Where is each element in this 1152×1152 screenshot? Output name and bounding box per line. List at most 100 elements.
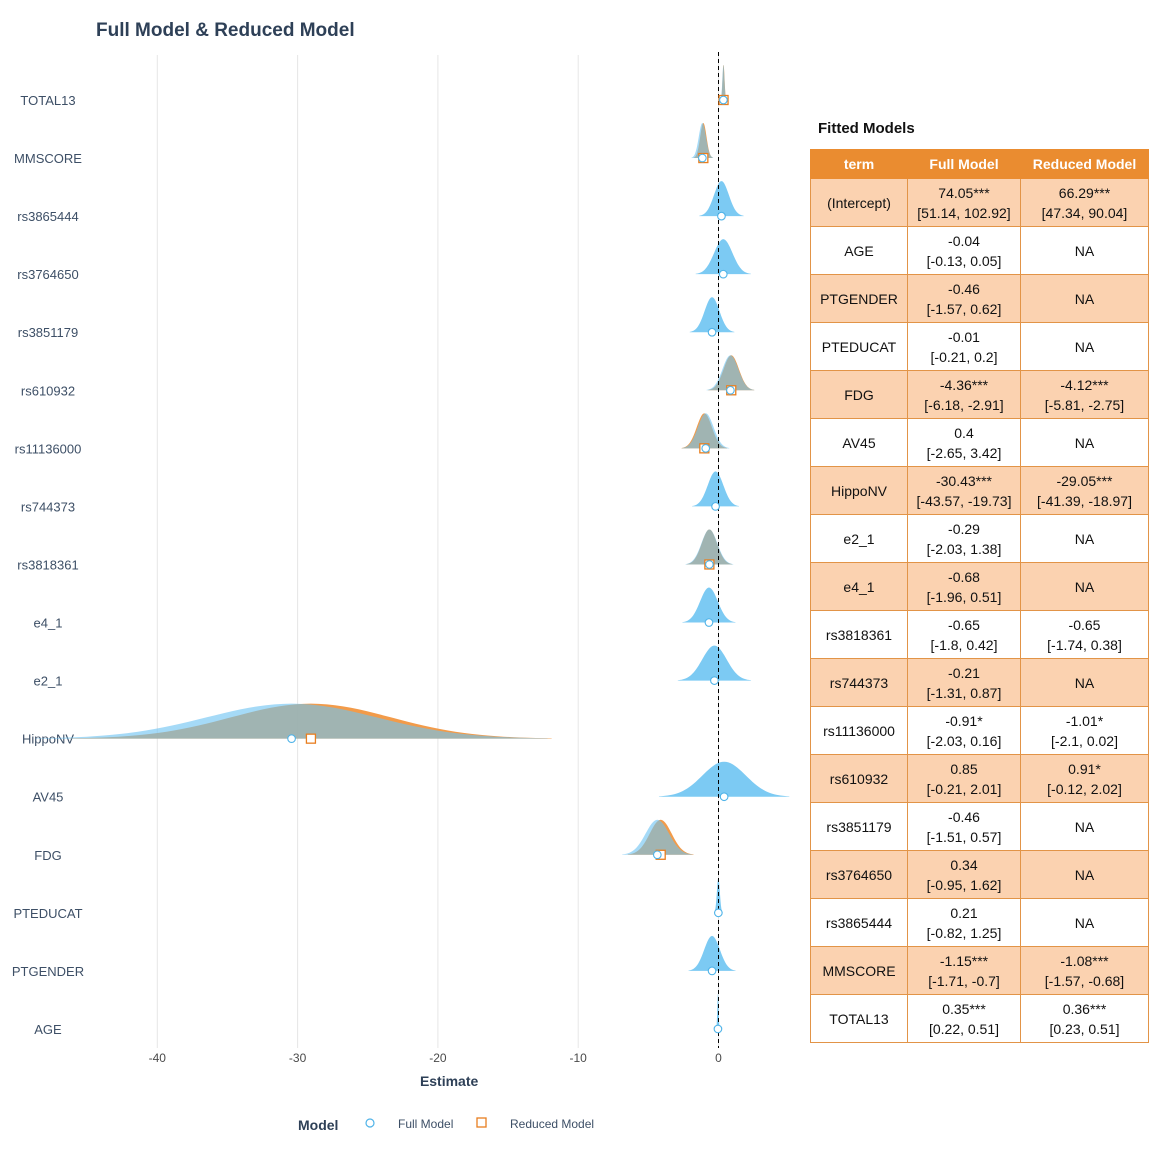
ridge-plot: -40 -30 -20 -10 0 Estimate TOTAL13 MMSCORE rs386…	[12, 52, 790, 1133]
table-row: (Intercept) 74.05*** [51.14, 102.92] 66.29*…	[810, 178, 1149, 227]
full-model-density	[688, 935, 736, 971]
term-cell: e2_1	[810, 514, 908, 563]
reduced-model-cell: NA	[1020, 514, 1149, 563]
full-model-cell: -1.15*** [-1.71, -0.7]	[907, 946, 1021, 995]
reduced-model-cell: NA	[1020, 226, 1149, 275]
y-tick-label: rs3865444	[17, 209, 78, 224]
y-tick-label: rs744373	[21, 499, 75, 514]
reduced-model-cell: -4.12*** [-5.81, -2.75]	[1020, 370, 1149, 419]
y-tick-label: e2_1	[34, 674, 63, 689]
full-model-density	[685, 529, 734, 565]
full-model-point	[719, 792, 729, 802]
full-model-cell: 0.21 [-0.82, 1.25]	[907, 898, 1021, 947]
reduced-model-cell: NA	[1020, 322, 1149, 371]
table-row: rs3851179 -0.46 [-1.51, 0.57] NA	[810, 802, 1149, 851]
full-model-cell: -0.91* [-2.03, 0.16]	[907, 706, 1021, 755]
x-axis-title: Estimate	[420, 1073, 479, 1089]
table-row: MMSCORE -1.15*** [-1.71, -0.7] -1.08*** [-1.…	[810, 946, 1149, 995]
confidence-interval: [-6.18, -2.91]	[924, 396, 1004, 413]
full-model-density	[35, 703, 548, 739]
full-model-point	[719, 95, 728, 105]
y-tick-label: AGE	[34, 1022, 62, 1037]
confidence-interval: [-1.71, -0.7]	[928, 972, 1000, 989]
fitted-models-table: term Full Model Reduced Model (Intercept) 7…	[810, 149, 1149, 1043]
full-model-density	[720, 65, 727, 100]
estimate-value: -0.46	[948, 808, 980, 825]
term-cell: AV45	[810, 418, 908, 467]
confidence-interval: [0.22, 0.51]	[928, 1020, 1000, 1037]
confidence-interval: [-1.51, 0.57]	[926, 828, 1002, 845]
estimate-value: NA	[1074, 290, 1095, 307]
estimate-value: 0.34	[950, 856, 978, 873]
estimate-value: -0.46	[948, 280, 980, 297]
confidence-interval: [-1.31, 0.87]	[926, 684, 1002, 701]
estimate-value: -0.21	[948, 664, 980, 681]
confidence-interval: [-1.57, 0.62]	[926, 300, 1002, 317]
estimate-value: -4.12***	[1060, 376, 1109, 393]
chart-title: Full Model & Reduced Model	[96, 20, 355, 41]
y-tick-label: AV45	[33, 790, 64, 805]
full-model-cell: 74.05*** [51.14, 102.92]	[907, 178, 1021, 227]
estimate-value: 0.91*	[1068, 760, 1101, 777]
reduced-model-cell: 0.36*** [0.23, 0.51]	[1020, 994, 1149, 1043]
term-cell: PTEDUCAT	[810, 322, 908, 371]
estimate-value: -1.15***	[939, 952, 989, 969]
full-model-cell: 0.34 [-0.95, 1.62]	[907, 850, 1021, 899]
estimate-value: 0.36***	[1062, 1000, 1107, 1017]
full-model-point	[287, 734, 296, 744]
confidence-interval: [-41.39, -18.97]	[1037, 492, 1132, 509]
table-header-cell: Reduced Model	[1020, 149, 1149, 179]
confidence-interval: [51.14, 102.92]	[917, 204, 1011, 221]
table-row: TOTAL13 0.35*** [0.22, 0.51] 0.36*** [0.23, …	[810, 994, 1149, 1043]
full-model-cell: -30.43*** [-43.57, -19.73]	[907, 466, 1021, 515]
term-cell: rs11136000	[810, 706, 908, 755]
confidence-interval: [0.23, 0.51]	[1049, 1020, 1120, 1037]
table-header-cell: term	[810, 149, 908, 179]
estimate-value: -0.65	[1068, 616, 1101, 633]
confidence-interval: [-0.13, 0.05]	[926, 252, 1002, 269]
reduced-model-cell: NA	[1020, 274, 1149, 323]
full-model-density	[677, 645, 752, 681]
full-model-cell: 0.4 [-2.65, 3.42]	[907, 418, 1021, 467]
full-model-cell: 0.85 [-0.21, 2.01]	[907, 754, 1021, 803]
legend-full-model-label: Full Model	[398, 1117, 453, 1131]
estimate-value: NA	[1074, 674, 1095, 691]
reduced-model-cell: NA	[1020, 850, 1149, 899]
reduced-model-cell: NA	[1020, 802, 1149, 851]
legend-title: Model	[298, 1117, 338, 1133]
full-model-density	[658, 761, 790, 797]
estimate-value: -0.01	[948, 328, 980, 345]
y-tick-label: FDG	[34, 848, 61, 863]
table-row: e2_1 -0.29 [-2.03, 1.38] NA	[810, 514, 1149, 563]
y-tick-label: PTEDUCAT	[13, 906, 82, 921]
estimate-value: NA	[1074, 866, 1095, 883]
full-model-point	[714, 908, 723, 918]
full-model-density	[691, 123, 714, 159]
full-model-density	[695, 239, 751, 275]
estimate-value: NA	[1074, 530, 1095, 547]
confidence-interval: [-2.65, 3.42]	[926, 444, 1002, 461]
full-model-cell: -0.65 [-1.8, 0.42]	[907, 610, 1021, 659]
legend-reduced-model-key	[476, 1117, 487, 1128]
estimate-value: 0.21	[950, 904, 978, 921]
full-model-point	[713, 1024, 723, 1034]
full-model-density	[716, 993, 720, 1029]
full-model-density	[706, 355, 755, 391]
term-cell: TOTAL13	[810, 994, 908, 1043]
table-header-cell: Full Model	[907, 149, 1021, 179]
confidence-interval: [-0.21, 2.01]	[926, 780, 1002, 797]
estimate-value: -0.04	[948, 232, 980, 249]
estimate-value: -4.36***	[939, 376, 989, 393]
reduced-model-cell: NA	[1020, 658, 1149, 707]
reduced-model-cell: -0.65 [-1.74, 0.38]	[1020, 610, 1149, 659]
y-tick-label: PTGENDER	[12, 964, 84, 979]
table-row: rs610932 0.85 [-0.21, 2.01] 0.91* [-0.12, 2.…	[810, 754, 1149, 803]
table-row: rs3818361 -0.65 [-1.8, 0.42] -0.65 [-1.74, 0…	[810, 610, 1149, 659]
confidence-interval: [47.34, 90.04]	[1041, 204, 1128, 221]
reduced-model-cell: 66.29*** [47.34, 90.04]	[1020, 178, 1149, 227]
table-body: (Intercept) 74.05*** [51.14, 102.92] 66.29*…	[810, 178, 1149, 1043]
full-model-point	[717, 211, 726, 221]
full-model-point	[652, 850, 662, 860]
full-model-cell: -0.21 [-1.31, 0.87]	[907, 658, 1021, 707]
term-cell: rs3851179	[810, 802, 908, 851]
